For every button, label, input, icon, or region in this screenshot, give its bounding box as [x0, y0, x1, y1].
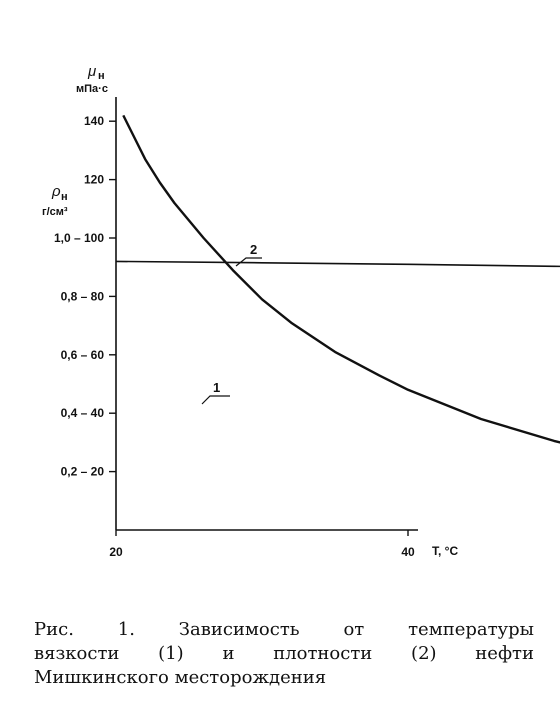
figure-caption: Рис. 1. Зависимость от температуры вязко…: [34, 618, 534, 690]
y-tick-label: 0,8 – 80: [61, 289, 105, 303]
x-tick-label: 40: [401, 545, 415, 559]
y-tick-label: 120: [84, 173, 104, 187]
y-tick-label: 1,0 – 100: [54, 231, 104, 245]
y-axis-ticks: 0,2 – 20 0,4 – 40 0,6 – 60 0,8 – 80 1,0 – 10…: [54, 114, 116, 479]
y-tick-label: 0,6 – 60: [61, 348, 105, 362]
curve-1-label: 1: [213, 380, 220, 395]
chart-figure: μ н мПа·с ρ н г/см³ 0,2 – 20 0,4 – 40 0,6 …: [42, 63, 560, 559]
series-1-line: [122, 114, 560, 444]
y-tick-label: 0,2 – 20: [61, 465, 105, 479]
y-tick-label: 0,4 – 40: [61, 406, 105, 420]
series-layer: [115, 114, 560, 444]
x-axis-title: T, °C: [432, 544, 458, 558]
caption-line-3: Мишкинского месторождения: [34, 667, 327, 688]
y-axis-unit-density: г/см³: [42, 206, 68, 218]
y-axis-symbol-density: ρ: [51, 183, 61, 200]
y-tick-label: 140: [84, 114, 104, 128]
y-axis-subscript-density: н: [61, 191, 68, 203]
series-2-line: [115, 260, 560, 268]
y-axis-unit-viscosity: мПа·с: [76, 83, 108, 95]
curve-2-label: 2: [250, 242, 257, 257]
x-axis-ticks: 20406080100: [109, 530, 415, 559]
y-axis-subscript-viscosity: н: [98, 70, 105, 82]
y-axis-symbol-viscosity: μ: [87, 63, 96, 80]
caption-line-1: Рис. 1. Зависимость от температуры: [34, 619, 534, 640]
curve-1-label-leader: [201, 395, 230, 405]
caption-line-2: вязкости (1) и плотности (2) нефти: [34, 643, 534, 664]
x-tick-label: 20: [109, 545, 123, 559]
curve-2-label-leader: [235, 257, 262, 267]
